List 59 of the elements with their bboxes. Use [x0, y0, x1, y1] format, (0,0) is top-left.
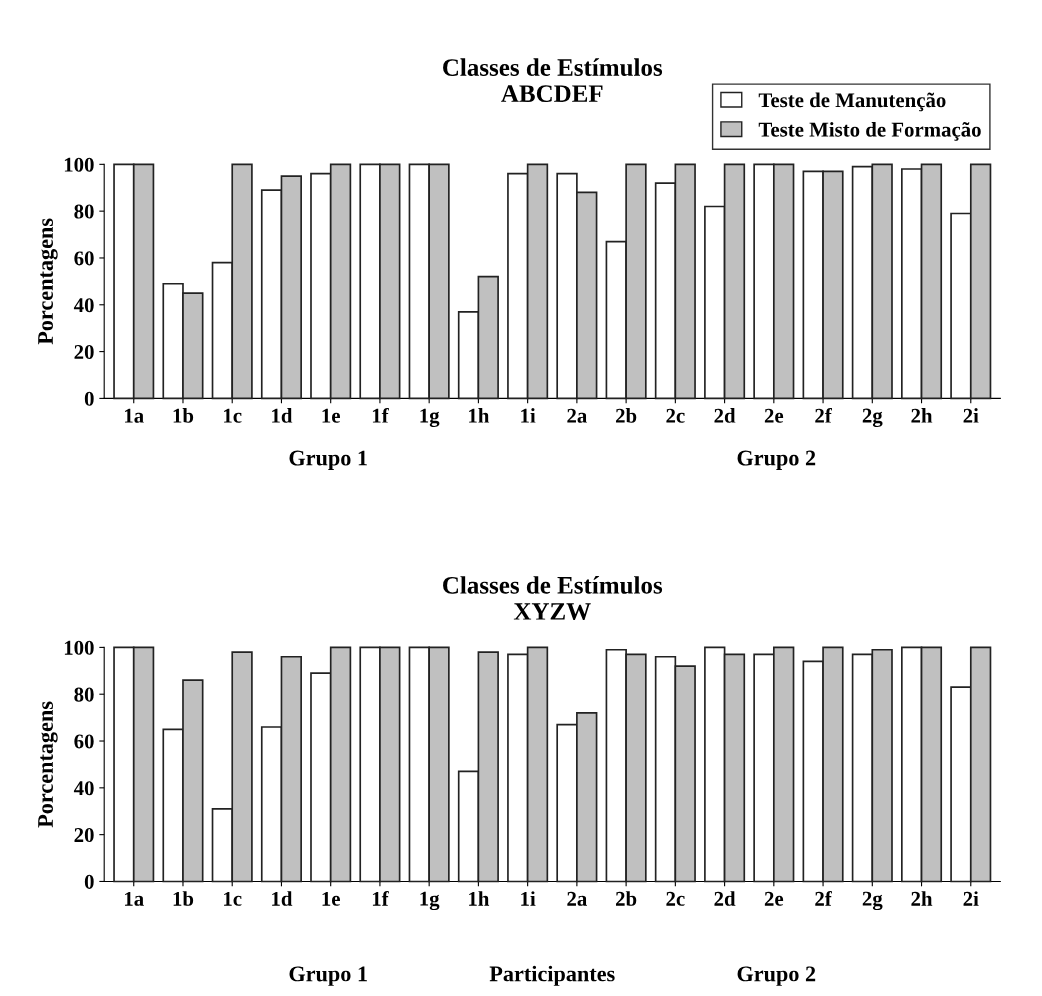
x-tick-label: 2d — [714, 408, 736, 423]
y-tick-label: 60 — [74, 251, 94, 266]
y-tick-label: 0 — [84, 874, 94, 889]
x-tick-label: 1c — [224, 891, 242, 906]
y-tick-label: 60 — [74, 734, 94, 749]
x-tick-label: 2b — [615, 891, 637, 906]
y-tick-label: 20 — [74, 828, 94, 843]
x-tick-label: 2d — [714, 891, 736, 906]
legend-label: Teste Misto de Formação — [758, 121, 981, 141]
x-tick-label: 2f — [815, 890, 832, 906]
x-tick-label: 2e — [764, 891, 784, 906]
x-tick-label: 2f — [815, 407, 832, 423]
x-tick-label: 1d — [272, 408, 293, 423]
x-tick-label: 1i — [521, 408, 536, 423]
text: Grupo 1 — [289, 966, 367, 986]
y-tick-label: 100 — [64, 640, 94, 655]
x-tick-label: 2b — [615, 408, 637, 423]
x-tick-label: 2h — [911, 891, 933, 906]
x-tick-label: 1g — [420, 891, 440, 911]
y-tick-label: 20 — [74, 344, 94, 360]
x-tick-label: 2c — [666, 408, 685, 423]
y-tick-label: 80 — [74, 687, 94, 702]
x-tick-label: 1h — [469, 891, 490, 906]
y-tick-label: 40 — [73, 781, 94, 796]
x-tick-label: 2c — [666, 891, 685, 906]
text: Grupo 2 — [737, 450, 816, 471]
x-tick-label: 2g — [862, 891, 883, 911]
x-tick-label: 1e — [322, 408, 340, 423]
x-tick-label: 1f — [372, 407, 389, 423]
y-tick-label: 100 — [64, 157, 94, 172]
y-tick-label: 80 — [74, 204, 94, 219]
x-tick-label: 1e — [322, 891, 340, 906]
x-tick-label: 1f — [372, 890, 389, 906]
x-tick-label: 1b — [173, 891, 194, 906]
chart-title: Classes de Estímulos XYZW — [443, 576, 663, 620]
text: Grupo 2 — [737, 966, 816, 986]
text: Participantes — [489, 965, 615, 986]
y-axis-title: Porcentagens — [38, 701, 58, 828]
x-tick-label: 1g — [420, 408, 440, 428]
legend-label: Teste de Manutenção — [758, 92, 946, 112]
x-tick-label: 1b — [173, 408, 194, 423]
x-tick-label: 2a — [567, 891, 587, 906]
y-axis-title: Porcentagens — [38, 218, 58, 345]
x-tick-label: 2g — [862, 408, 883, 428]
x-tick-label: 2i — [963, 408, 979, 423]
text: Grupo 1 — [289, 450, 367, 471]
x-tick-label: 1a — [125, 408, 144, 423]
x-tick-label: 2i — [963, 891, 979, 906]
x-tick-label: 2h — [911, 408, 933, 423]
x-tick-label: 1h — [469, 408, 490, 423]
chart-title: Classes de Estímulos ABCDEF — [443, 58, 663, 103]
y-tick-label: 40 — [73, 298, 94, 313]
x-tick-label: 2e — [764, 408, 784, 423]
x-tick-label: 2a — [567, 408, 587, 423]
x-tick-label: 1i — [521, 891, 536, 906]
x-tick-label: 1a — [125, 891, 144, 906]
x-tick-label: 1d — [272, 891, 293, 906]
x-tick-label: 1c — [224, 408, 242, 423]
y-tick-label: 0 — [84, 391, 94, 406]
